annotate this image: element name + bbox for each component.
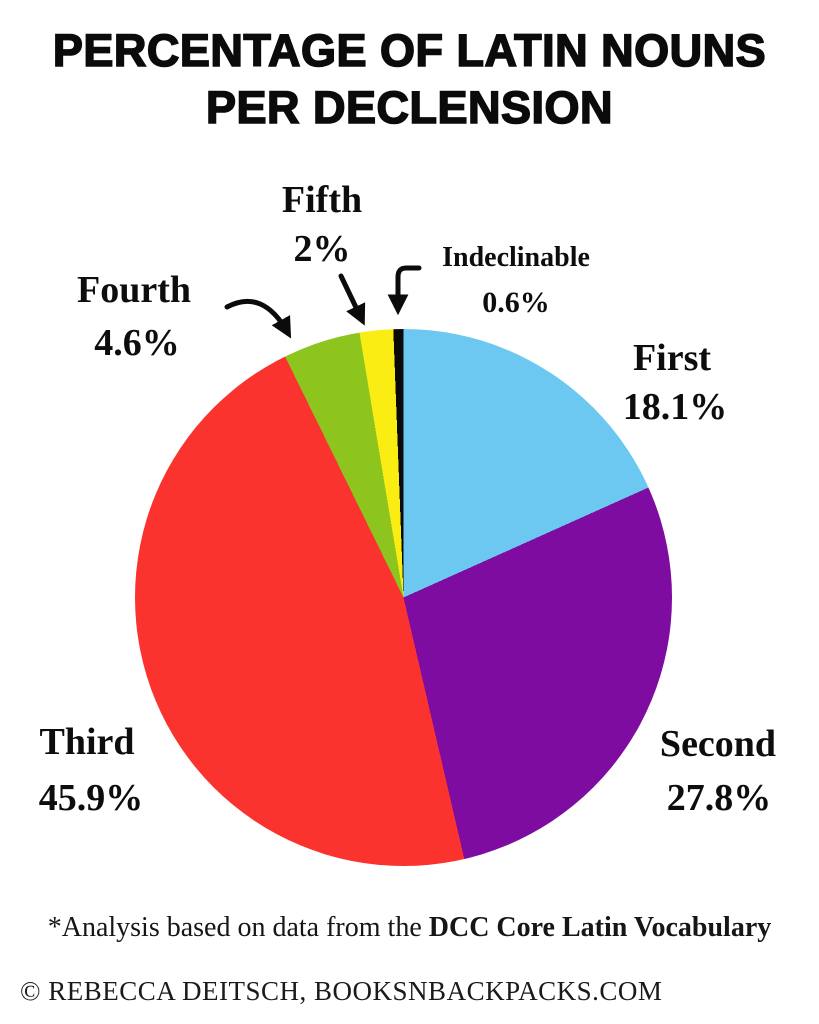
arrow-to-fourth-slice-icon [224,298,292,339]
slice-value-second: 27.8% [666,777,772,819]
footnote-source: DCC Core Latin Vocabulary [428,912,772,943]
slice-value-first: 18.1% [622,386,728,428]
chart-title: PERCENTAGE OF LATIN NOUNS PER DECLENSION [0,22,819,136]
arrow-to-fifth-slice-icon [338,273,366,326]
pie-chart [135,329,672,866]
chart-title-line-2: PER DECLENSION [205,81,614,134]
chart-title-line-1: PERCENTAGE OF LATIN NOUNS [52,24,767,77]
slice-value-fifth: 2% [293,228,351,270]
slice-value-fourth: 4.6% [94,322,180,364]
copyright-line: © REBECCA DEITSCH, BOOKSNBACKPACKS.COM [20,976,663,1006]
slice-value-third: 45.9% [38,777,144,819]
slice-label-third: Third [39,721,135,763]
slice-value-indeclinable: 0.6% [482,286,550,319]
footnote-text: *Analysis based on data from the [47,912,429,943]
footnote: *Analysis based on data from the DCC Cor… [0,912,819,944]
arrow-to-indeclinable-slice-icon [387,265,422,316]
slice-label-second: Second [659,723,777,765]
slice-label-indeclinable: Indeclinable [442,242,590,273]
slice-label-fourth: Fourth [77,269,191,311]
slice-label-fifth: Fifth [281,179,363,221]
slice-label-first: First [632,337,712,379]
